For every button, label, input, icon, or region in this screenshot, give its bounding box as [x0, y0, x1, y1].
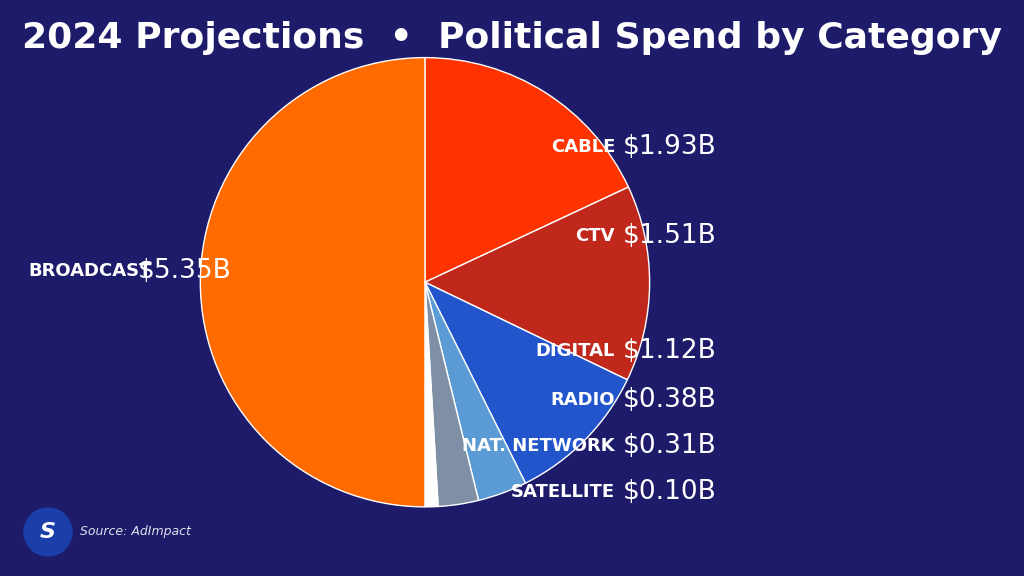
Text: $1.51B: $1.51B [623, 223, 717, 249]
Text: RADIO: RADIO [551, 391, 615, 410]
Wedge shape [425, 282, 478, 506]
Text: $0.38B: $0.38B [623, 387, 717, 414]
Circle shape [24, 508, 72, 556]
Text: $5.35B: $5.35B [138, 257, 231, 284]
Text: Source: AdImpact: Source: AdImpact [80, 525, 190, 539]
Wedge shape [425, 187, 649, 380]
Text: CABLE: CABLE [551, 138, 615, 156]
Wedge shape [425, 282, 628, 483]
Text: CTV: CTV [575, 227, 615, 245]
Text: DIGITAL: DIGITAL [536, 342, 615, 361]
Text: S: S [40, 522, 56, 542]
Text: $1.12B: $1.12B [623, 338, 717, 365]
Text: NAT. NETWORK: NAT. NETWORK [463, 437, 615, 456]
Wedge shape [425, 58, 629, 282]
Text: $1.93B: $1.93B [623, 134, 717, 160]
Text: 2024 Projections  •  Political Spend by Category: 2024 Projections • Political Spend by Ca… [23, 21, 1001, 55]
Wedge shape [201, 58, 425, 507]
Text: BROADCAST: BROADCAST [28, 262, 152, 280]
Text: $0.31B: $0.31B [623, 433, 717, 460]
Text: SATELLITE: SATELLITE [511, 483, 615, 502]
Text: $0.10B: $0.10B [623, 479, 717, 506]
Wedge shape [425, 282, 438, 507]
Wedge shape [425, 282, 525, 501]
